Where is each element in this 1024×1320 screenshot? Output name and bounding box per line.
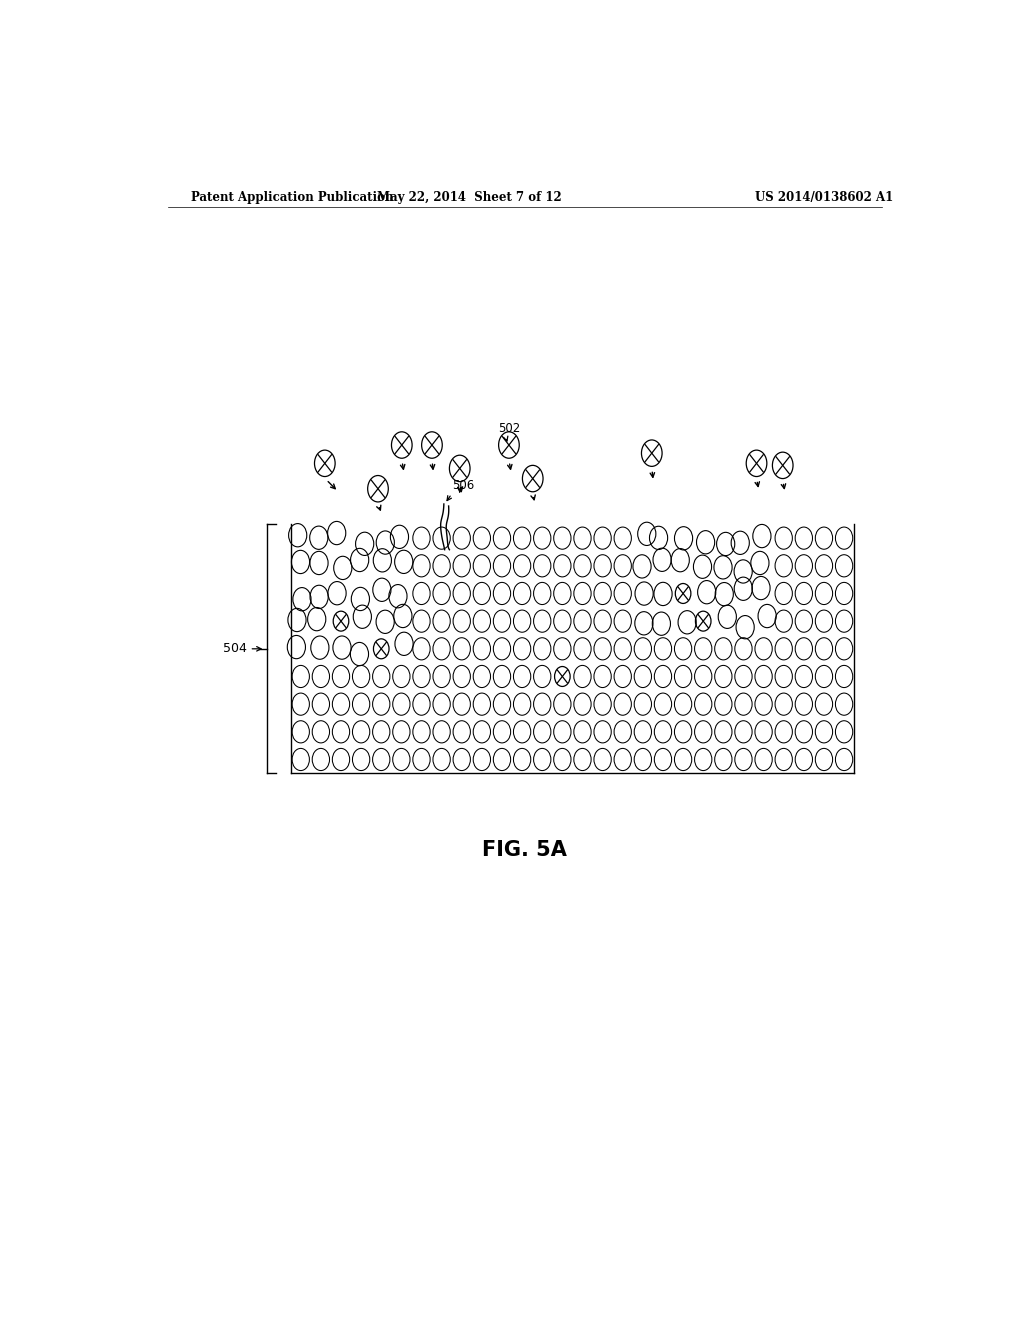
- Text: May 22, 2014  Sheet 7 of 12: May 22, 2014 Sheet 7 of 12: [377, 190, 561, 203]
- Text: Patent Application Publication: Patent Application Publication: [191, 190, 394, 203]
- Text: FIG. 5A: FIG. 5A: [482, 840, 567, 859]
- Text: 504: 504: [223, 643, 247, 655]
- Text: US 2014/0138602 A1: US 2014/0138602 A1: [755, 190, 893, 203]
- Text: 502: 502: [498, 422, 520, 434]
- Text: 506: 506: [452, 479, 474, 492]
